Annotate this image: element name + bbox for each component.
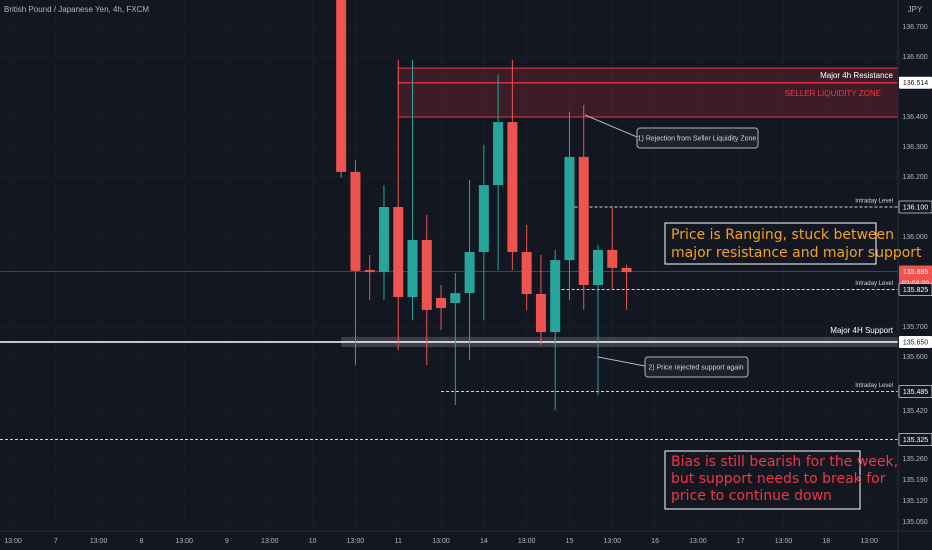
price-badge-label: 135.325	[903, 437, 928, 444]
x-tick-label: 8	[139, 538, 143, 545]
price-badge-label: 135.825	[903, 287, 928, 294]
y-tick-label: 135.260	[902, 456, 927, 463]
candle-body	[407, 240, 418, 297]
candle-body	[464, 252, 475, 294]
price-badge-label: 136.514	[903, 80, 928, 87]
zone-label: Major 4H Support	[830, 326, 893, 335]
x-tick-label: 13:00	[175, 538, 193, 545]
level-label: Intraday Level	[855, 199, 893, 205]
x-tick-label: 7	[54, 538, 58, 545]
candle-body	[564, 156, 575, 261]
callout-text: 1) Rejection from Seller Liquidity Zone	[638, 135, 757, 142]
x-tick-label: 13:00	[860, 538, 878, 545]
candle-body	[364, 270, 375, 273]
chart-title: British Pound / Japanese Yen, 4h, FXCM	[4, 5, 149, 14]
x-tick-label: 13:00	[347, 538, 365, 545]
price-badge	[898, 283, 932, 296]
level-label: Intraday Level	[855, 281, 893, 287]
x-tick-label: 16	[651, 538, 659, 545]
y-tick-label: 136.400	[902, 114, 927, 121]
callout-box	[644, 356, 749, 378]
candle-body	[450, 293, 461, 303]
x-tick-label: 11	[395, 538, 402, 545]
y-tick-label: 136.200	[902, 174, 927, 181]
y-tick-label: 135.050	[902, 519, 927, 526]
price-badge	[899, 336, 932, 348]
x-tick-label: 14	[480, 538, 488, 545]
note-line: price to continue down	[671, 488, 832, 504]
callout-box	[636, 127, 759, 149]
x-tick-label: 13:00	[90, 538, 108, 545]
x-tick-label: 13:00	[261, 538, 279, 545]
x-tick-label: 13:00	[775, 538, 793, 545]
note-line: Bias is still bearish for the week,	[671, 454, 898, 470]
price-badge-label: 136.100	[903, 204, 928, 211]
candle-body	[521, 252, 532, 294]
candle-body	[478, 185, 489, 252]
candle-body	[378, 207, 389, 273]
price-badge	[898, 200, 932, 214]
y-tick-label: 136.600	[902, 54, 927, 61]
note-box	[664, 222, 877, 265]
candle-body	[436, 297, 447, 309]
y-tick-label: 136.000	[902, 234, 927, 241]
price-badge-label: 135.885	[903, 269, 928, 276]
candle-body	[421, 240, 432, 310]
candle-body	[621, 267, 632, 273]
price-badge	[898, 385, 932, 398]
x-tick-label: 15	[566, 538, 574, 545]
callout-pointer	[584, 114, 638, 138]
candle-body	[593, 249, 604, 285]
candles	[336, 0, 632, 411]
candle-body	[507, 122, 518, 252]
y-tick-label: 135.700	[902, 324, 927, 331]
candle-body	[535, 294, 546, 333]
level-label: Intraday Level	[855, 383, 893, 389]
note-line: major resistance and major support	[671, 245, 922, 261]
callout-text: 2) Price rejected support again	[648, 364, 743, 371]
price-badge-label: 135.485	[903, 389, 928, 396]
currency-label: JPY	[908, 5, 923, 14]
candle-body	[336, 0, 347, 172]
levels: Intraday Level Intraday Level Intraday Lev…	[0, 199, 898, 440]
price-badge	[898, 433, 932, 446]
note-line: but support needs to break for	[671, 471, 886, 487]
note-line: Price is Ranging, stuck between	[671, 227, 894, 243]
x-tick-label: 13:00	[432, 538, 450, 545]
y-tick-label: 136.700	[902, 24, 927, 31]
candle-body	[350, 171, 361, 271]
y-tick-label: 136.300	[902, 144, 927, 151]
zone-label: Major 4h Resistance	[820, 71, 893, 80]
x-tick-label: 13:00	[604, 538, 622, 545]
y-tick-label: 135.190	[902, 477, 927, 484]
candle-body	[550, 260, 561, 333]
x-tick-label: 9	[225, 538, 229, 545]
x-tick-label: 18	[822, 538, 830, 545]
x-tick-label: 10	[309, 538, 317, 545]
x-tick-label: 13:00	[689, 538, 707, 545]
x-tick-label: 13:00	[518, 538, 536, 545]
price-badge	[899, 265, 932, 278]
candle-body	[607, 249, 618, 268]
candle-body	[493, 122, 504, 186]
zone-label: SELLER LIQUIDITY ZONE	[785, 89, 881, 98]
callout-pointer	[597, 356, 646, 367]
axes: 136.700 136.600 136.400 136.300 136.200 136.0…	[4, 24, 932, 545]
candle-body	[578, 156, 589, 285]
x-tick-label: 13:00	[4, 538, 22, 545]
price-badge	[899, 76, 932, 89]
countdown-badge	[899, 277, 932, 289]
zone	[397, 82, 898, 118]
y-tick-label: 135.600	[902, 354, 927, 361]
y-tick-label: 135.420	[902, 408, 927, 415]
note-box	[664, 450, 861, 510]
price-badge-label: 135.650	[903, 339, 928, 346]
y-tick-label: 135.120	[902, 498, 927, 505]
candle-body	[393, 207, 404, 297]
x-tick-label: 17	[737, 538, 745, 545]
